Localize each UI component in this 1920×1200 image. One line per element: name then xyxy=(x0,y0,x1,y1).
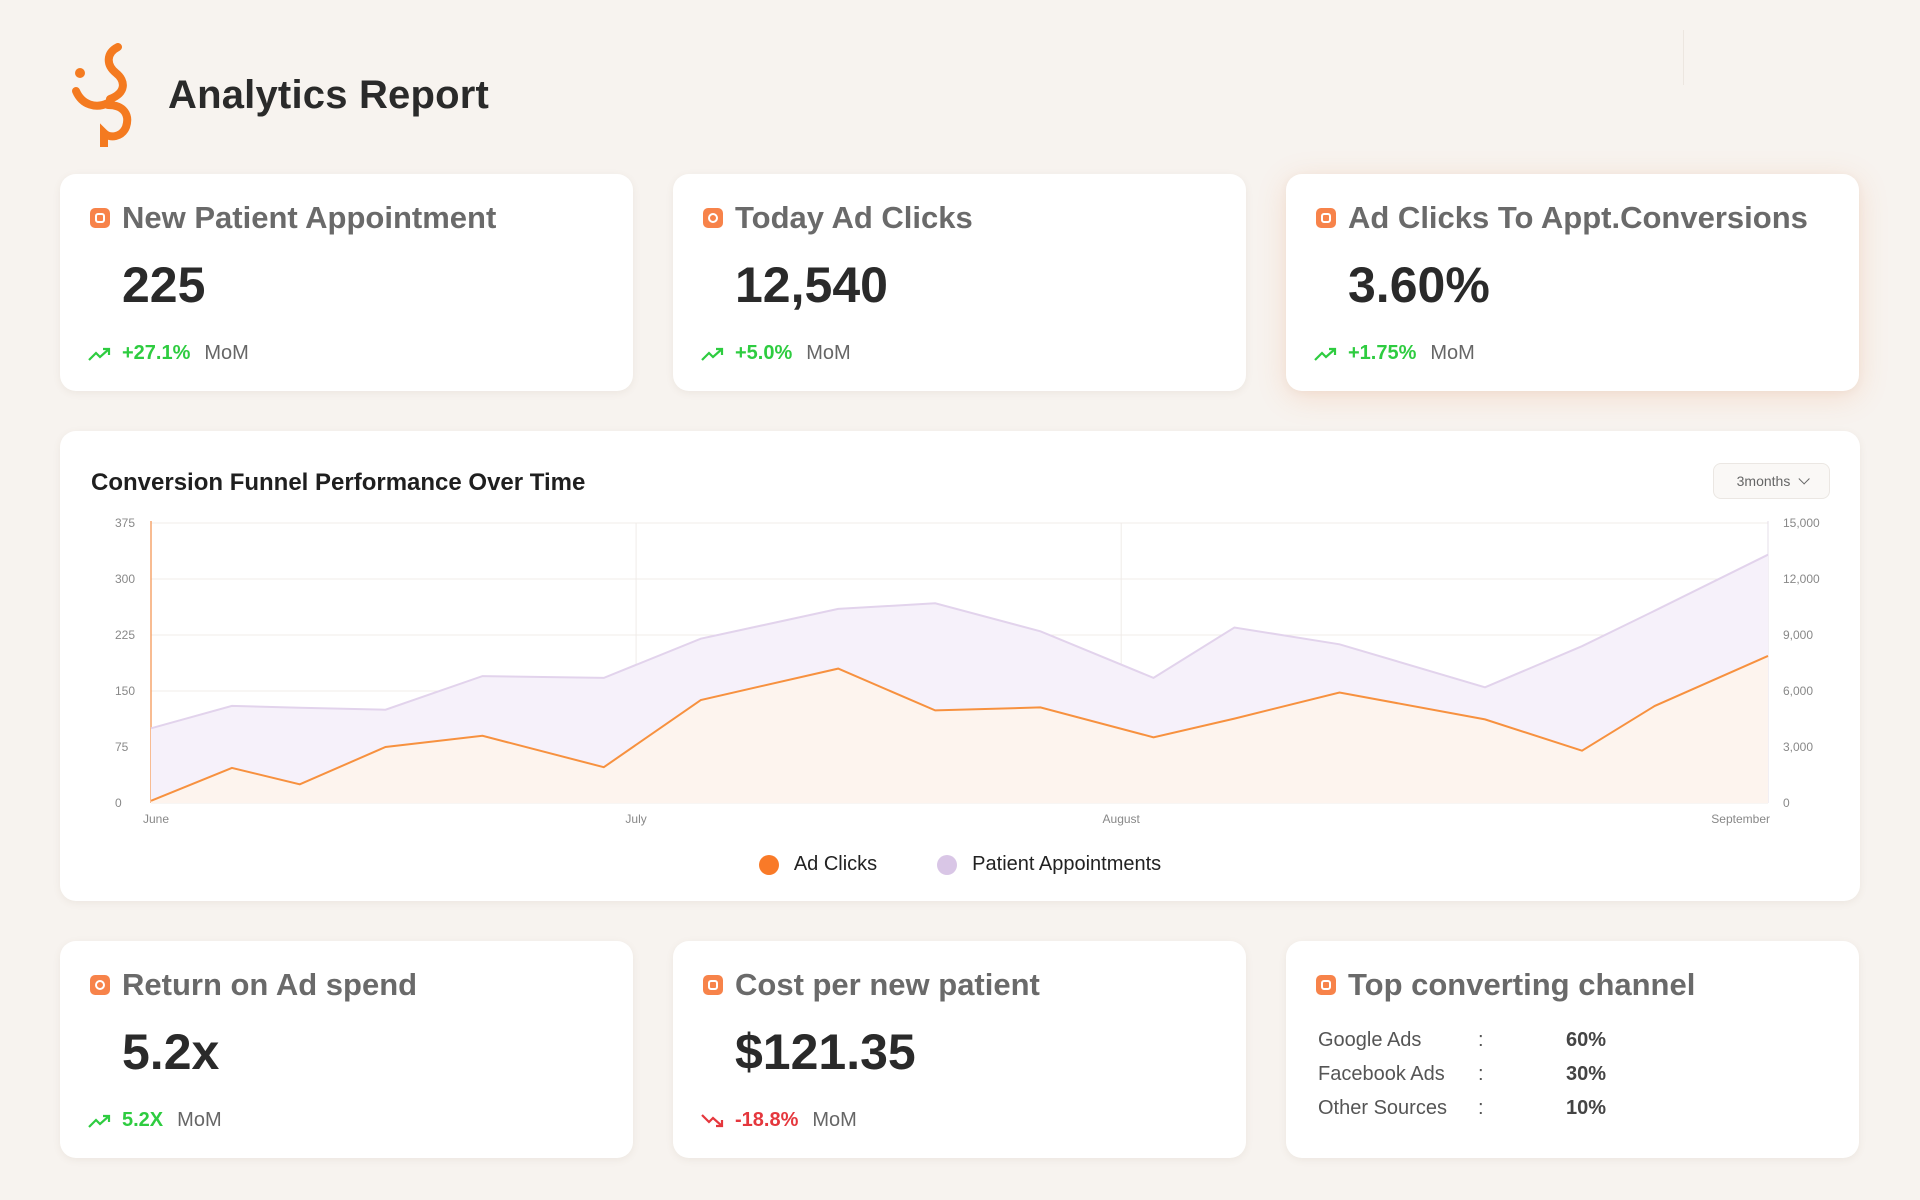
chart-legend: Ad Clicks Patient Appointments xyxy=(60,853,1860,876)
trend-up-icon xyxy=(88,1114,111,1128)
top-converting-channel-card: Top converting channel Google Ads : 60% … xyxy=(1286,941,1859,1158)
channel-row: Facebook Ads : 30% xyxy=(1318,1057,1606,1091)
kpi-value: 5.2x xyxy=(122,1024,220,1080)
trend-down-icon xyxy=(701,1113,724,1127)
x-tick-label: July xyxy=(625,812,646,826)
hand-pointer-icon xyxy=(1316,208,1336,228)
app-header: Analytics Report xyxy=(70,40,489,150)
y-right-tick-label: 3,000 xyxy=(1783,740,1813,754)
kpi-change-unit: MoM xyxy=(177,1109,222,1131)
kpi-change-unit: MoM xyxy=(806,342,851,364)
kpi-change-value: +5.0% xyxy=(735,342,793,364)
y-right-tick-label: 6,000 xyxy=(1783,684,1813,698)
kpi-value: 3.60% xyxy=(1348,257,1490,313)
y-left-tick-label: 150 xyxy=(115,684,135,698)
range-dropdown-label: 3months xyxy=(1736,473,1791,489)
kpi-title: New Patient Appointment xyxy=(122,200,497,235)
page-title: Analytics Report xyxy=(168,72,490,117)
kpi-card-ad-clicks-conversions: Ad Clicks To Appt.Conversions 3.60% +1.7… xyxy=(1286,174,1859,391)
channel-percentage: 10% xyxy=(1565,1096,1606,1119)
trend-up-icon xyxy=(88,347,111,361)
channel-separator: : xyxy=(1478,1096,1484,1119)
legend-label: Patient Appointments xyxy=(972,853,1162,875)
channel-row: Other Sources : 10% xyxy=(1318,1091,1606,1125)
y-left-tick-label: 300 xyxy=(115,572,135,586)
kpi-card-today-ad-clicks: Today Ad Clicks 12,540 +5.0% MoM xyxy=(673,174,1246,391)
trend-up-icon xyxy=(701,347,724,361)
no-entry-icon xyxy=(703,975,723,995)
click-icon xyxy=(703,208,723,228)
kpi-card-return-on-ad-spend: Return on Ad spend 5.2x 5.2X MoM xyxy=(60,941,633,1158)
legend-item-ad-clicks[interactable]: Ad Clicks xyxy=(758,853,878,876)
channel-percentage: 60% xyxy=(1565,1028,1606,1051)
x-tick-label: August xyxy=(1103,812,1141,826)
kpi-change-value: +1.75% xyxy=(1348,342,1417,364)
range-dropdown[interactable]: 3months xyxy=(1713,463,1830,499)
series-line-patient-appointments xyxy=(150,553,1769,730)
kpi-title: Today Ad Clicks xyxy=(735,200,973,235)
grid-icon xyxy=(1316,975,1336,995)
legend-label: Ad Clicks xyxy=(793,853,878,875)
channel-name: Google Ads xyxy=(1318,1028,1422,1051)
series-line-ad-clicks xyxy=(150,654,1769,802)
trend-up-icon xyxy=(1314,347,1337,361)
brand-logo-icon xyxy=(72,43,132,147)
kpi-change-unit: MoM xyxy=(204,342,249,364)
card-title: Top converting channel xyxy=(1348,967,1696,1002)
kpi-change-value: 5.2X xyxy=(122,1109,164,1131)
channel-list: Google Ads : 60% Facebook Ads : 30% Othe… xyxy=(1318,1023,1606,1125)
kpi-value: 12,540 xyxy=(735,257,888,313)
y-left-tick-label: 75 xyxy=(115,740,129,754)
channel-name: Facebook Ads xyxy=(1318,1062,1445,1085)
kpi-title: Ad Clicks To Appt.Conversions xyxy=(1348,200,1808,235)
kpi-card-cost-per-new-patient: Cost per new patient $121.35 -18.8% MoM xyxy=(673,941,1246,1158)
area-chart: 0 75 150 225 300 375 0 3,000 6,000 9,000 12,000 15,… xyxy=(115,516,1820,826)
calendar-icon xyxy=(90,208,110,228)
y-right-tick-label: 9,000 xyxy=(1783,628,1813,642)
kpi-change-value: -18.8% xyxy=(735,1109,799,1131)
kpi-change-unit: MoM xyxy=(812,1109,857,1131)
x-tick-label: June xyxy=(143,812,169,826)
channel-separator: : xyxy=(1478,1062,1484,1085)
x-tick-label: September xyxy=(1711,812,1770,826)
kpi-value: 225 xyxy=(122,257,206,313)
kpi-title: Cost per new patient xyxy=(735,967,1040,1002)
channel-name: Other Sources xyxy=(1318,1096,1447,1119)
channel-percentage: 30% xyxy=(1565,1062,1606,1085)
channel-row: Google Ads : 60% xyxy=(1318,1023,1606,1057)
kpi-card-new-patient-appointment: New Patient Appointment 225 +27.1% MoM xyxy=(60,174,633,391)
kpi-value: $121.35 xyxy=(735,1024,916,1080)
kpi-change-unit: MoM xyxy=(1430,342,1475,364)
legend-item-patient-appointments[interactable]: Patient Appointments xyxy=(937,853,1161,876)
channel-separator: : xyxy=(1478,1028,1484,1051)
y-left-tick-label: 0 xyxy=(115,796,122,810)
y-left-tick-label: 375 xyxy=(115,516,135,530)
y-right-tick-label: 12,000 xyxy=(1783,572,1820,586)
chart-title: Conversion Funnel Performance Over Time xyxy=(91,469,586,496)
legend-dot xyxy=(758,854,779,875)
series-area-ad-clicks xyxy=(151,655,1768,803)
refresh-icon xyxy=(90,975,110,995)
kpi-title: Return on Ad spend xyxy=(122,967,418,1002)
y-right-tick-label: 0 xyxy=(1783,796,1790,810)
header-divider xyxy=(1683,30,1684,85)
y-right-tick-label: 15,000 xyxy=(1783,516,1820,530)
conversion-funnel-chart-card: Conversion Funnel Performance Over Time … xyxy=(60,431,1860,901)
y-left-tick-label: 225 xyxy=(115,628,135,642)
kpi-change-value: +27.1% xyxy=(122,342,191,364)
legend-dot xyxy=(937,854,958,875)
